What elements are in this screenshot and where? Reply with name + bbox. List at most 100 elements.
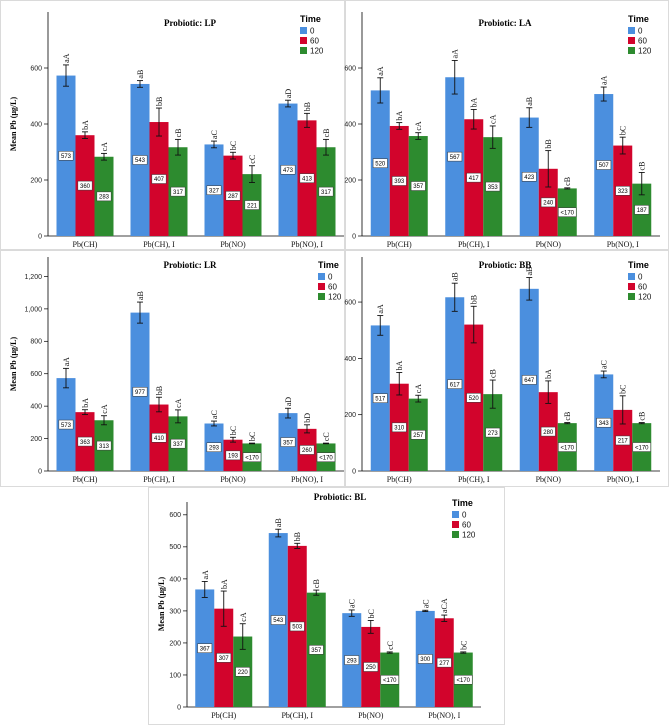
chart-title: Probiotic: LP (164, 18, 217, 28)
x-tick-label: Pb(CH), I (458, 475, 490, 484)
category-group: Pb(CH) 520 aA 393 bA 357 cA (370, 66, 428, 249)
legend-swatch (628, 293, 635, 300)
y-tick-label: 1,000 (24, 306, 42, 313)
value-label-box (151, 174, 167, 184)
x-tick-label: Pb(NO) (358, 711, 384, 720)
value-label: 503 (292, 625, 303, 631)
value-label-box (58, 419, 74, 430)
legend-label: 120 (638, 46, 652, 55)
value-label-box (380, 675, 399, 685)
significance-letter: bA (220, 579, 229, 589)
y-axis-title: Mean Pb (μg/L) (9, 337, 18, 392)
value-label-box (391, 176, 407, 186)
x-tick-label: Pb(CH) (73, 240, 98, 249)
value-label: 393 (394, 179, 405, 185)
significance-letter: cA (174, 398, 183, 408)
significance-letter: bA (81, 398, 90, 408)
significance-letter: cB (638, 162, 647, 171)
category-group: Pb(CH), I 617 aB 520 bB 273 cB (445, 272, 503, 484)
panel-border (0, 250, 345, 487)
category-group: Pb(NO) 327 aC 287 bC 221 cC (204, 130, 262, 249)
value-label: <170 (560, 210, 574, 216)
value-label-box (151, 433, 167, 443)
y-tick-label: 200 (344, 177, 356, 184)
value-label-box (308, 645, 324, 655)
x-tick-label: Pb(CH), I (458, 240, 490, 249)
legend-label: 60 (328, 282, 337, 291)
significance-letter: cA (100, 142, 109, 152)
value-label-box (454, 675, 473, 685)
value-label-box (521, 375, 537, 385)
value-label: 360 (80, 184, 91, 190)
x-tick-label: Pb(NO), I (607, 475, 639, 484)
value-label-box (242, 452, 262, 462)
value-label: 293 (347, 658, 358, 664)
significance-letter: aB (451, 272, 460, 281)
value-label: 310 (394, 426, 405, 432)
x-tick-label: Pb(NO) (220, 240, 246, 249)
value-label: 343 (599, 421, 610, 427)
legend-swatch (300, 27, 307, 34)
chart-probiotic-bl: 0100200300400500600Pb(CH)367aA307bA220cA… (148, 487, 505, 725)
value-label-box (77, 180, 93, 191)
significance-letter: bB (293, 532, 302, 541)
y-tick-label: 600 (30, 371, 42, 378)
category-group: Pb(CH) 517 aA 310 bA 257 cA (370, 304, 428, 484)
significance-letter: bA (395, 360, 404, 370)
value-label-box (372, 158, 388, 168)
legend-swatch (452, 511, 459, 518)
value-label: 280 (543, 430, 554, 436)
y-tick-label: 0 (38, 468, 42, 475)
category-group: Pb(CH), I 543 aB 407 bB 317 cB (130, 70, 188, 249)
chart-title: Probiotic: LA (478, 18, 532, 28)
value-label: 250 (366, 665, 377, 671)
value-label-box (540, 197, 556, 208)
significance-letter: aA (600, 75, 609, 85)
value-label: 573 (61, 423, 72, 429)
category-group: Pb(NO) 423 aB 240 bB <170 cB (519, 97, 577, 249)
value-label: 317 (173, 190, 184, 196)
significance-letter: bB (155, 97, 164, 106)
y-tick-label: 0 (352, 468, 356, 475)
value-label: 313 (99, 444, 110, 450)
value-label-box (225, 450, 241, 461)
value-label-box (289, 621, 305, 632)
value-label: 220 (238, 670, 249, 676)
significance-letter: cC (386, 641, 395, 650)
value-label: 277 (439, 661, 450, 667)
y-tick-label: 200 (169, 640, 181, 647)
x-tick-label: Pb(CH), I (281, 711, 313, 720)
value-label: 407 (154, 177, 165, 183)
value-label-box (206, 442, 222, 452)
value-label: 287 (228, 194, 239, 200)
legend-label: 0 (310, 26, 315, 35)
significance-letter: cA (100, 404, 109, 414)
value-label-box (170, 186, 186, 197)
significance-letter: bC (229, 426, 238, 435)
value-label: <170 (245, 455, 259, 461)
significance-letter: cB (174, 129, 183, 138)
significance-letter: cA (239, 612, 248, 622)
value-label: 300 (420, 657, 431, 663)
category-group: Pb(NO), I 357 aD 260 bD <170 cC (278, 397, 336, 484)
value-label: 193 (228, 454, 239, 460)
legend-label: 120 (310, 46, 324, 55)
value-label: <170 (635, 445, 649, 451)
value-label-box (299, 445, 315, 455)
value-label-box (170, 438, 186, 449)
value-label: 357 (283, 440, 294, 446)
y-tick-label: 200 (30, 177, 42, 184)
value-label: 357 (413, 184, 424, 190)
category-group: Pb(CH), I 543 aB 503 bB 357 cB (268, 518, 326, 720)
value-label-box (58, 151, 74, 161)
legend-swatch (628, 27, 635, 34)
value-label-box (558, 442, 577, 452)
legend-label: 0 (638, 272, 643, 281)
value-label: 187 (637, 208, 648, 214)
significance-letter: cB (312, 579, 321, 588)
significance-letter: bC (229, 141, 238, 150)
category-group: Pb(CH), I 567 aA 417 bA 353 cA (445, 49, 503, 249)
